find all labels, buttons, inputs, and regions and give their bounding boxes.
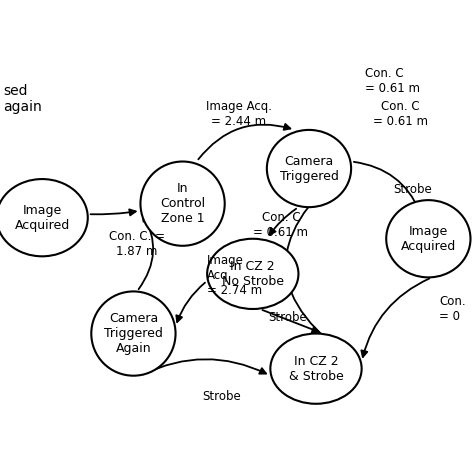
Text: Con. C
= 0.61 m: Con. C = 0.61 m: [254, 211, 309, 239]
Ellipse shape: [0, 179, 88, 256]
Text: Image Acq.
= 2.44 m: Image Acq. = 2.44 m: [206, 100, 272, 128]
Text: Con. C
= 0.61 m: Con. C = 0.61 m: [373, 100, 428, 128]
Text: Strobe: Strobe: [393, 183, 432, 196]
Ellipse shape: [91, 292, 175, 376]
Text: Con. C. =
1.87 m: Con. C. = 1.87 m: [109, 230, 165, 258]
Ellipse shape: [207, 239, 299, 309]
Ellipse shape: [267, 130, 351, 207]
Text: Camera
Triggered: Camera Triggered: [280, 155, 338, 182]
Ellipse shape: [270, 334, 362, 404]
Text: Strobe: Strobe: [269, 311, 307, 324]
Text: Camera
Triggered
Again: Camera Triggered Again: [104, 312, 163, 355]
Text: Image
Acquired: Image Acquired: [401, 225, 456, 253]
Text: Strobe: Strobe: [202, 390, 241, 403]
Text: Image
Acq.
= 2.74 m: Image Acq. = 2.74 m: [207, 254, 262, 297]
Text: sed
again: sed again: [3, 84, 42, 114]
Text: Image
Acquired: Image Acquired: [15, 204, 70, 232]
Ellipse shape: [386, 200, 471, 277]
Text: Con.
= 0: Con. = 0: [439, 295, 465, 323]
Text: In CZ 2
& Strobe: In CZ 2 & Strobe: [289, 355, 343, 383]
Ellipse shape: [140, 162, 225, 246]
Text: Con. C
= 0.61 m: Con. C = 0.61 m: [365, 67, 420, 95]
Text: In CZ 2
No Strobe: In CZ 2 No Strobe: [222, 260, 284, 288]
Text: In
Control
Zone 1: In Control Zone 1: [160, 182, 205, 225]
